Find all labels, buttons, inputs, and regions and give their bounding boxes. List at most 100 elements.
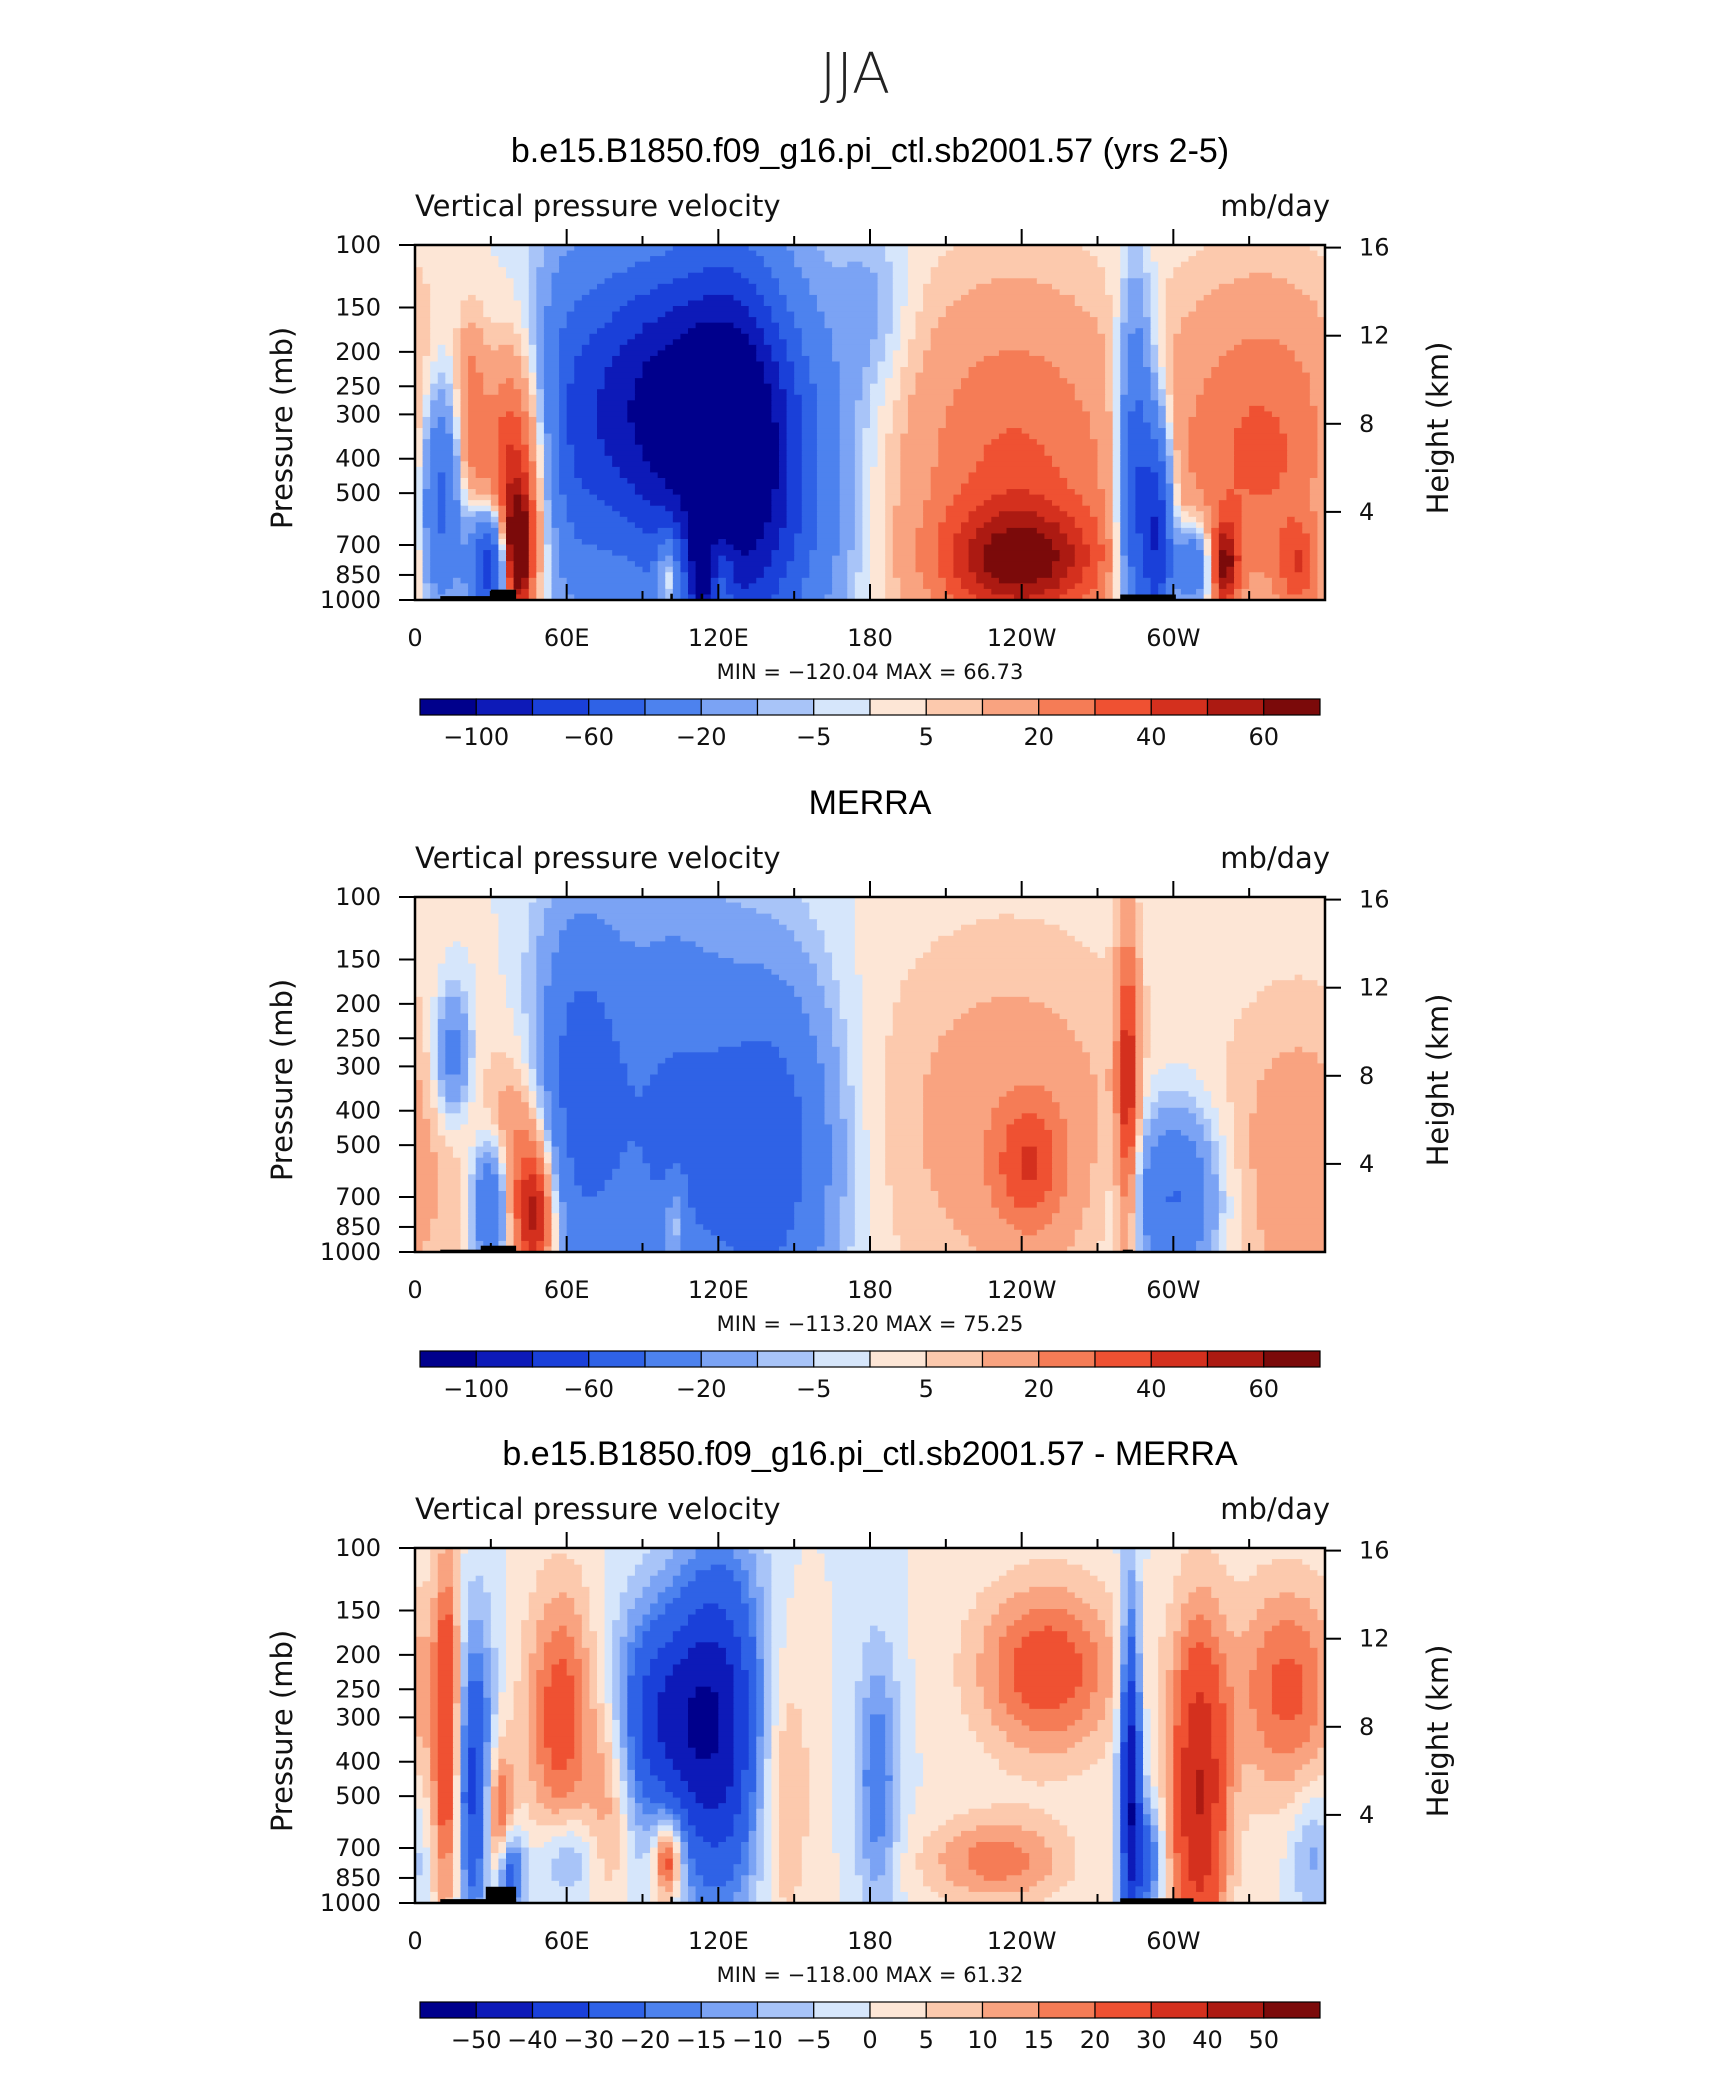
contour-cell xyxy=(415,300,431,306)
contour-cell xyxy=(612,1030,810,1036)
contour-cell xyxy=(1151,467,1167,473)
contour-cell xyxy=(665,1587,681,1593)
contour-cell xyxy=(1280,478,1311,484)
contour-cell xyxy=(1120,930,1136,936)
contour-cell xyxy=(840,1219,856,1225)
contour-cell xyxy=(809,1019,833,1025)
contour-cell xyxy=(1173,550,1204,556)
contour-cell xyxy=(552,975,780,981)
contour-cell xyxy=(438,1002,446,1008)
contour-cell xyxy=(1181,472,1197,478)
y2-axis-label: Height (km) xyxy=(1421,1645,1455,1818)
contour-cell xyxy=(862,461,878,467)
contour-cell xyxy=(840,1197,856,1203)
contour-cell xyxy=(1173,450,1181,456)
contour-cell xyxy=(552,456,560,462)
contour-cell xyxy=(415,1169,439,1175)
contour-cell xyxy=(1151,300,1159,306)
contour-cell xyxy=(453,439,461,445)
contour-cell xyxy=(643,528,659,534)
contour-cell xyxy=(468,1113,492,1119)
contour-cell xyxy=(529,1080,537,1086)
contour-cell xyxy=(1090,561,1098,567)
contour-cell xyxy=(847,1041,863,1047)
contour-cell xyxy=(1166,472,1174,478)
contour-cell xyxy=(521,964,537,970)
contour-cell xyxy=(514,578,522,584)
contour-cell xyxy=(711,572,719,578)
contour-cell xyxy=(999,1102,1060,1108)
contour-cell xyxy=(991,1185,1007,1191)
contour-cell xyxy=(802,1008,833,1014)
contour-cell xyxy=(521,500,529,506)
contour-cell xyxy=(1219,1108,1235,1114)
contour-cell xyxy=(514,1013,530,1019)
contour-cell xyxy=(878,428,894,434)
contour-cell xyxy=(908,267,932,273)
contour-cell xyxy=(787,500,803,506)
contour-cell xyxy=(680,1197,688,1203)
contour-cell xyxy=(612,273,689,279)
contour-cell xyxy=(961,583,985,589)
contour-cell xyxy=(1105,545,1113,551)
contour-cell xyxy=(415,952,446,958)
contour-cell xyxy=(1173,417,1189,423)
contour-cell xyxy=(1128,300,1144,306)
contour-cell xyxy=(779,361,795,367)
contour-cell xyxy=(1151,1086,1205,1092)
contour-cell xyxy=(536,1002,544,1008)
contour-cell xyxy=(779,284,810,290)
contour-cell xyxy=(764,528,780,534)
contour-cell xyxy=(552,1097,560,1103)
contour-cell xyxy=(1158,317,1166,323)
contour-cell xyxy=(1143,1069,1159,1075)
contour-cell xyxy=(1067,567,1083,573)
contour-cell xyxy=(908,295,924,301)
contour-cell xyxy=(908,423,947,429)
contour-cell xyxy=(976,361,1053,367)
contour-cell xyxy=(885,545,893,551)
contour-cell xyxy=(855,919,977,925)
contour-cell xyxy=(461,1197,469,1203)
contour-cell xyxy=(1173,378,1204,384)
contour-cell xyxy=(1173,1592,1189,1598)
contour-cell xyxy=(635,389,772,395)
contour-cell xyxy=(787,356,811,362)
contour-cell xyxy=(923,306,947,312)
contour-cell xyxy=(506,267,530,273)
contour-cell xyxy=(1143,1565,1182,1571)
contour-cell xyxy=(703,947,802,953)
contour-cell xyxy=(734,1576,750,1582)
contour-cell xyxy=(536,506,544,512)
contour-cell xyxy=(870,467,886,473)
contour-cell xyxy=(430,1097,438,1103)
contour-cell xyxy=(870,561,886,567)
contour-cell xyxy=(438,1180,462,1186)
contour-cell xyxy=(840,489,856,495)
contour-cell xyxy=(430,395,438,401)
contour-cell xyxy=(878,295,894,301)
contour-cell xyxy=(1128,489,1136,495)
contour-cell xyxy=(802,423,818,429)
contour-cell xyxy=(832,345,871,351)
contour-cell xyxy=(529,434,537,440)
contour-cell xyxy=(749,312,773,318)
contour-cell xyxy=(1249,1113,1326,1119)
contour-cell xyxy=(1219,1197,1227,1203)
contour-cell xyxy=(582,1185,606,1191)
contour-cell xyxy=(1280,533,1311,539)
contour-cell xyxy=(1181,461,1189,467)
contour-cell xyxy=(1098,484,1114,490)
contour-cell xyxy=(468,1592,492,1598)
contour-cell xyxy=(787,439,803,445)
contour-cell xyxy=(415,1581,423,1587)
contour-cell xyxy=(445,1102,461,1108)
contour-cell xyxy=(498,1197,506,1203)
contour-cell xyxy=(741,583,749,589)
contour-cell xyxy=(1295,350,1326,356)
contour-cell xyxy=(931,489,962,495)
contour-cell xyxy=(1249,1119,1326,1125)
y-tick-label: 700 xyxy=(335,1183,381,1211)
contour-cell xyxy=(923,356,984,362)
contour-cell xyxy=(931,478,970,484)
